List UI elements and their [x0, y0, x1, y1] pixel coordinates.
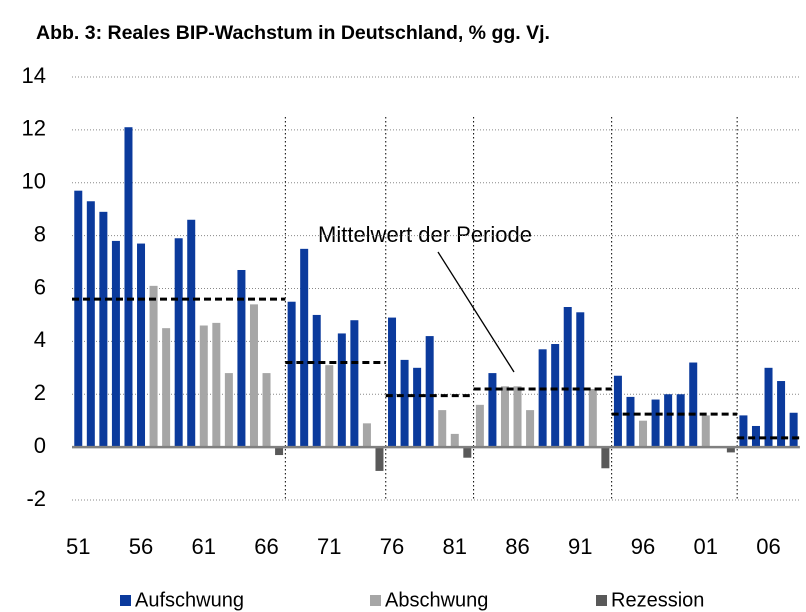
bar [588, 388, 597, 448]
bar [576, 312, 585, 448]
bar [400, 359, 409, 448]
bar [124, 127, 133, 448]
legend-swatch [370, 595, 381, 606]
bar [777, 381, 786, 448]
bar [99, 211, 108, 448]
bar [375, 447, 384, 471]
y-tick-label: -2 [26, 486, 46, 511]
x-tick-label: 76 [380, 534, 404, 559]
legend-swatch [596, 595, 607, 606]
y-tick-label: 2 [34, 380, 46, 405]
y-tick-label: 14 [22, 63, 46, 88]
bar [789, 412, 798, 448]
bar [413, 367, 422, 448]
legend-label: Aufschwung [135, 589, 244, 611]
bar [500, 386, 509, 448]
bar [137, 243, 146, 448]
legend-label: Abschwung [385, 589, 488, 611]
bar [224, 373, 233, 448]
x-tick-label: 86 [505, 534, 529, 559]
x-tick-label: 96 [631, 534, 655, 559]
bar [149, 285, 158, 448]
x-tick-label: 06 [756, 534, 780, 559]
bar [651, 399, 660, 448]
x-tick-label: 91 [568, 534, 592, 559]
bar [425, 336, 434, 448]
bar [488, 373, 497, 448]
x-tick-label: 61 [192, 534, 216, 559]
bar [162, 328, 171, 448]
bar [475, 404, 484, 448]
bar [111, 240, 120, 448]
x-tick-label: 01 [694, 534, 718, 559]
bar [237, 269, 246, 448]
bar [751, 425, 760, 448]
bar [300, 248, 309, 448]
bar [526, 410, 535, 448]
bar [212, 322, 221, 448]
bar [664, 394, 673, 448]
bar [350, 320, 359, 448]
y-tick-label: 6 [34, 274, 46, 299]
y-tick-label: 12 [22, 116, 46, 141]
x-tick-label: 71 [317, 534, 341, 559]
y-tick-label: 0 [34, 433, 46, 458]
bar [174, 238, 183, 448]
bar [726, 447, 735, 453]
legend-label: Rezession [611, 589, 704, 611]
bar [450, 433, 459, 448]
bar [287, 301, 296, 448]
bar [601, 447, 610, 469]
annotation-pointer [437, 251, 515, 373]
bar [362, 423, 371, 448]
x-tick-label: 56 [129, 534, 153, 559]
bar [262, 373, 271, 448]
bar [613, 375, 622, 448]
bar [74, 190, 83, 448]
bar [199, 325, 208, 448]
bar [388, 317, 397, 448]
bar [676, 394, 685, 448]
x-tick-label: 66 [254, 534, 278, 559]
bar [312, 314, 321, 448]
bar [551, 344, 560, 448]
bar [275, 447, 284, 456]
bar [438, 410, 447, 448]
bar [563, 307, 572, 448]
bar [626, 396, 635, 448]
bar [463, 447, 472, 458]
bar [249, 304, 258, 448]
y-tick-label: 10 [22, 169, 46, 194]
annotation: Mittelwert der Periode [318, 222, 532, 247]
x-tick-label: 51 [66, 534, 90, 559]
bar [689, 362, 698, 448]
bar [337, 333, 346, 448]
bar [739, 415, 748, 448]
chart-title: Abb. 3: Reales BIP-Wachstum in Deutschla… [36, 22, 550, 44]
bar [701, 415, 710, 448]
bar [764, 367, 773, 448]
legend-swatch [120, 595, 131, 606]
bar [513, 386, 522, 448]
y-tick-label: 4 [34, 327, 46, 352]
x-tick-label: 81 [443, 534, 467, 559]
bar [325, 365, 334, 448]
bar [86, 201, 95, 448]
bar [639, 420, 648, 448]
bar [538, 349, 547, 448]
y-tick-label: 8 [34, 221, 46, 246]
bar [187, 219, 196, 448]
